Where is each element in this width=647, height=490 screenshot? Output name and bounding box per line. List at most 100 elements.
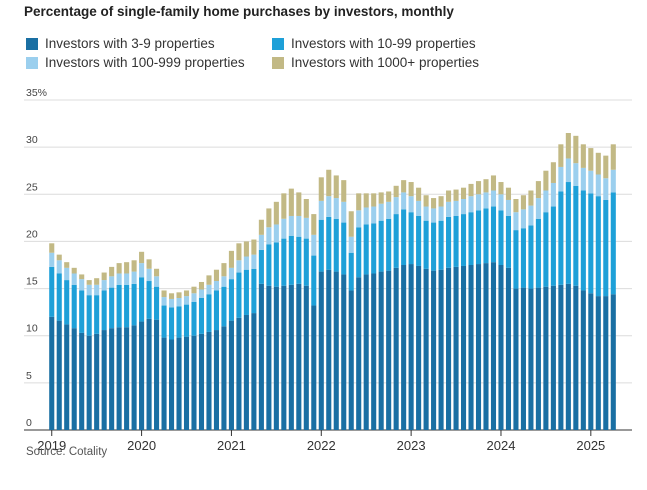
bar-segment-series-2 — [603, 178, 609, 200]
bar-segment-series-1 — [356, 227, 362, 278]
bar-segment-series-0 — [191, 335, 197, 430]
bar-segment-series-0 — [243, 314, 249, 430]
bar-segment-series-0 — [513, 288, 519, 430]
bar-segment-series-1 — [71, 284, 77, 329]
bar-segment-series-2 — [423, 206, 429, 221]
bar-segment-series-2 — [460, 199, 467, 215]
bar-segment-series-2 — [580, 167, 586, 191]
bar-segment-series-2 — [378, 203, 384, 221]
bar-segment-series-3 — [356, 193, 362, 211]
bar-segment-series-3 — [603, 155, 609, 179]
source-note: Source: Cotality — [26, 446, 108, 458]
bar-segment-series-1 — [550, 206, 556, 286]
bar-segment-series-2 — [386, 201, 392, 219]
bar-segment-series-2 — [243, 256, 249, 270]
y-tick-label: 5 — [26, 370, 32, 382]
bar-segment-series-3 — [528, 190, 534, 206]
bar-segment-series-1 — [183, 304, 190, 337]
bar-segment-series-2 — [401, 192, 407, 210]
bar-segment-series-0 — [573, 285, 579, 430]
legend-item-100-999: Investors with 100-999 properties — [26, 55, 245, 70]
bar-segment-series-0 — [228, 320, 234, 430]
bar-segment-series-1 — [460, 214, 467, 266]
bar-segment-series-0 — [348, 290, 354, 430]
y-tick-label: 35% — [26, 87, 47, 99]
bar-segment-series-2 — [71, 273, 77, 285]
bar-segment-series-2 — [475, 194, 482, 211]
bar-segment-series-2 — [498, 194, 504, 211]
bar-segment-series-1 — [206, 294, 212, 332]
bar-segment-series-0 — [326, 269, 332, 430]
bar-segment-series-0 — [116, 327, 122, 430]
bar-segment-series-1 — [303, 238, 309, 286]
bar-segment-series-0 — [251, 313, 257, 430]
bar-segment-series-2 — [356, 210, 362, 228]
bar-segment-series-2 — [490, 190, 497, 207]
bar-segment-series-0 — [408, 264, 414, 430]
bar-segment-series-2 — [565, 158, 571, 183]
bar-segment-series-3 — [86, 280, 92, 285]
bar-segment-series-3 — [228, 250, 234, 268]
bar-segment-series-3 — [236, 243, 242, 261]
bar-segment-series-3 — [446, 190, 452, 202]
legend-swatch-10-99 — [272, 37, 284, 50]
bar-segment-series-1 — [139, 277, 145, 322]
bar-segment-series-1 — [176, 306, 182, 338]
bar-segment-series-2 — [236, 260, 242, 273]
bar-segment-series-2 — [318, 200, 324, 220]
bar-segment-series-3 — [258, 219, 264, 235]
legend-label-100-999: Investors with 100-999 properties — [45, 55, 245, 70]
bar-segment-series-3 — [468, 183, 474, 197]
bar-segment-series-3 — [580, 144, 586, 168]
bar-segment-series-2 — [296, 215, 302, 237]
bar-segment-series-3 — [79, 274, 85, 280]
y-tick-label: 15 — [26, 276, 38, 288]
bar-segment-series-0 — [595, 296, 601, 430]
bar-segment-series-1 — [131, 283, 137, 326]
bar-segment-series-0 — [490, 262, 497, 430]
bar-segment-series-3 — [303, 199, 309, 218]
bar-segment-series-3 — [416, 187, 422, 201]
bar-segment-series-2 — [131, 271, 137, 284]
bar-segment-series-3 — [535, 181, 541, 199]
bar-segment-series-2 — [348, 236, 354, 253]
bar-segment-series-2 — [558, 166, 564, 192]
bar-segment-series-2 — [273, 224, 279, 243]
bar-segment-series-1 — [393, 214, 399, 268]
x-tick-label: 2022 — [307, 438, 336, 453]
bar-segment-series-2 — [258, 234, 264, 250]
bar-segment-series-0 — [311, 305, 317, 430]
bar-segment-series-2 — [206, 284, 212, 295]
bar-segment-series-3 — [139, 251, 145, 264]
bar-segment-series-0 — [198, 333, 205, 430]
bar-segment-series-3 — [206, 275, 212, 285]
bar-segment-series-2 — [513, 212, 519, 231]
bar-segment-series-2 — [550, 182, 556, 207]
bar-segment-series-1 — [543, 212, 549, 287]
bar-segment-series-0 — [71, 328, 77, 430]
bar-segment-series-1 — [221, 286, 227, 327]
bar-segment-series-3 — [550, 162, 556, 183]
bar-segment-series-0 — [213, 330, 220, 430]
bar-segment-series-2 — [56, 260, 62, 274]
bar-segment-series-1 — [535, 218, 541, 288]
bar-segment-series-1 — [498, 210, 504, 265]
bar-segment-series-1 — [468, 212, 474, 265]
bar-segment-series-3 — [431, 198, 437, 209]
bar-segment-series-1 — [64, 280, 70, 325]
bar-segment-series-1 — [475, 210, 482, 265]
bar-segment-series-3 — [243, 241, 249, 257]
bar-segment-series-3 — [520, 195, 526, 210]
bar-segment-series-3 — [146, 259, 152, 269]
bar-segment-series-2 — [251, 254, 257, 269]
bar-segment-series-1 — [558, 191, 564, 285]
bar-segment-series-1 — [505, 215, 512, 268]
bar-segment-series-3 — [505, 187, 512, 200]
bar-segment-series-1 — [101, 290, 107, 331]
bar-segment-series-0 — [371, 273, 377, 430]
bar-segment-series-2 — [543, 190, 549, 213]
bar-segment-series-0 — [131, 325, 137, 430]
bar-segment-series-0 — [124, 327, 130, 430]
bar-segment-series-2 — [161, 297, 167, 306]
bar-segment-series-2 — [408, 196, 414, 213]
